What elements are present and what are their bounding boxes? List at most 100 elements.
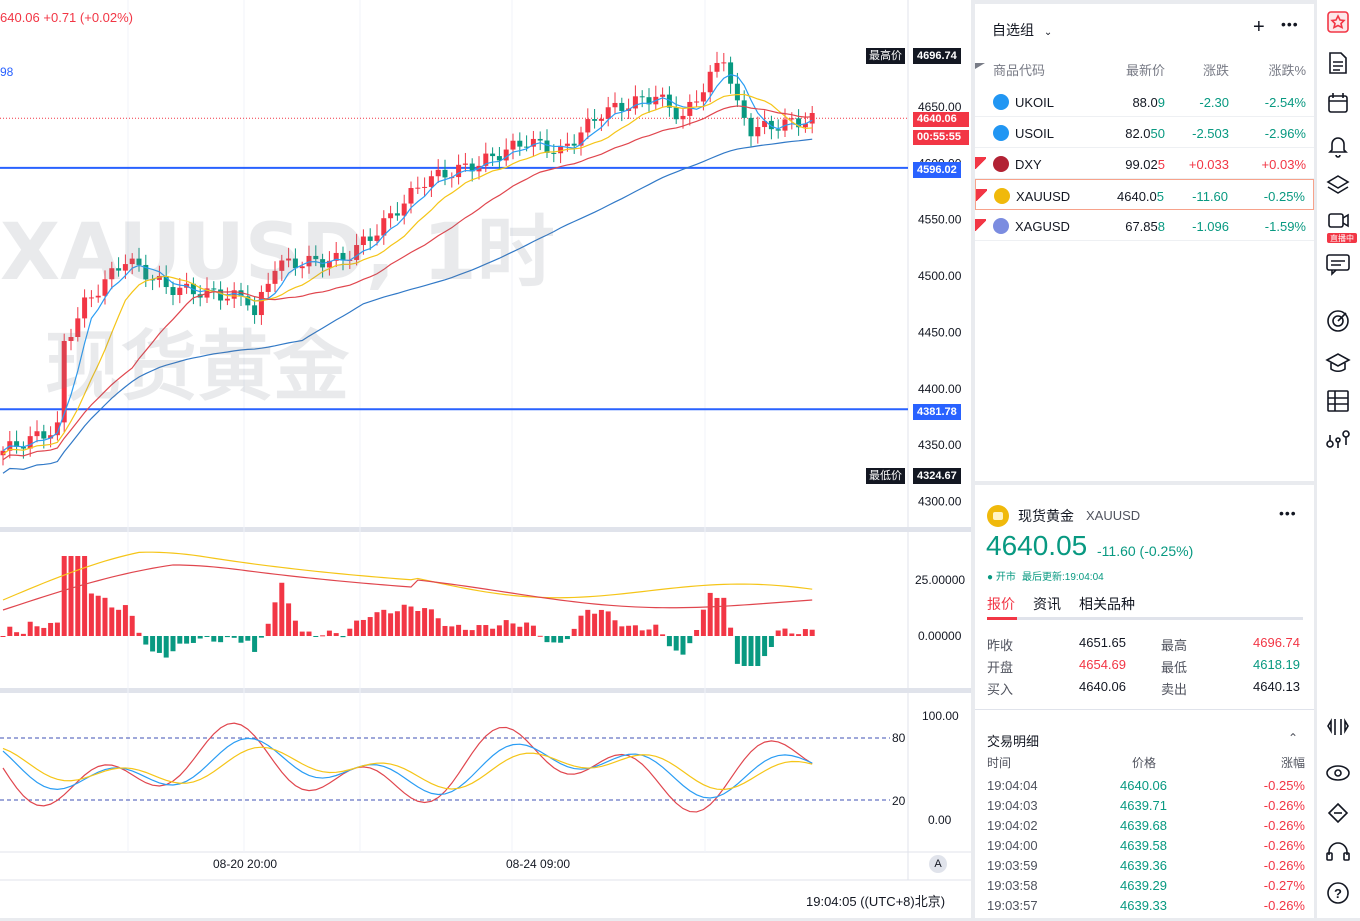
macd-bar [381,609,387,636]
candle [700,92,706,102]
data-window-icon[interactable] [1327,390,1349,412]
candle [517,140,523,147]
detail-more-icon[interactable]: ••• [1279,505,1297,521]
watchlist-row-usoil[interactable]: USOIL 82.050 -2.503 -2.96% [975,117,1314,148]
macd-bar [333,633,339,636]
flag-icon[interactable] [975,219,986,231]
macd-bar [258,636,264,638]
col-change[interactable]: 涨跌 [1202,63,1229,78]
macd-bar [156,636,162,653]
network-icon[interactable] [1326,430,1350,448]
help-icon[interactable] [1327,882,1349,904]
hline-lower-tag[interactable]: 4381.78 [913,404,961,420]
macd-bar [374,612,380,636]
stat-low-label: 最低 [1161,660,1188,675]
candle [578,132,584,146]
auto-scale-button[interactable]: A [929,855,947,873]
macd-bar [680,636,686,655]
alerts-icon[interactable] [1328,137,1348,158]
calendar-icon[interactable] [1328,93,1348,113]
clock[interactable]: 19:04:05 ((UTC+8)北京) [806,894,946,909]
watchlist-change: +0.033 [1188,157,1229,172]
live-icon[interactable] [1328,213,1349,228]
flag-icon[interactable] [976,189,987,201]
macd-bar [68,556,74,636]
trade-price: 4639.33 [1120,898,1167,913]
trade-pct: -0.25% [1263,778,1305,793]
chart-area[interactable]: 4650.004600.004550.004500.004450.004400.… [0,0,971,918]
last-tail: 9 [1157,95,1165,110]
plus-icon[interactable]: + [1253,16,1265,38]
candle [150,279,156,281]
ideas-icon[interactable] [1327,310,1349,332]
last-main: 4640.0 [1117,189,1157,204]
tab-quote[interactable]: 报价 [987,596,1015,612]
macd-bar [95,595,101,636]
candle [109,268,115,280]
candle [598,118,604,121]
macd-bar [585,609,591,636]
chevron-up-icon[interactable]: ⌃ [1288,731,1299,745]
watchlist-header: 商品代码 最新价 涨跌 涨跌% [975,60,1314,84]
watchlist-symbol: USOIL [1015,126,1055,141]
macd-bar [109,607,115,636]
macd-bar [354,620,360,636]
education-icon[interactable] [1325,353,1351,373]
notes-icon[interactable] [1329,52,1347,74]
macd-bar [150,636,156,652]
layers-icon[interactable] [1326,175,1350,194]
macd-bar [714,597,720,636]
watchlist-symbol: UKOIL [1015,95,1055,110]
watchlist-row-dxy[interactable]: DXY 99.025 +0.033 +0.03% [975,148,1314,179]
candle [728,62,734,84]
watchlist-row-ukoil[interactable]: UKOIL 88.09 -2.30 -2.54% [975,86,1314,117]
candle [68,337,74,341]
macd-bar [401,604,407,636]
drawing-icon[interactable] [1327,718,1349,735]
chart-canvas[interactable]: 4650.004600.004550.004500.004450.004400.… [0,0,971,918]
macd-bar [660,634,666,636]
tab-news[interactable]: 资讯 [1033,596,1061,612]
macd-bar [116,609,122,636]
macd-tick: 25.00000 [915,573,965,587]
support-icon[interactable] [1326,842,1350,861]
candle [313,255,319,260]
hline-upper-tag[interactable]: 4596.02 [913,162,961,178]
tab-related[interactable]: 相关品种 [1079,596,1135,612]
macd-bar [544,636,550,643]
col-change-pct[interactable]: 涨跌% [1268,63,1306,78]
macd-bar [20,633,26,636]
candle [231,290,237,299]
stoch-tick: 80 [892,731,906,745]
macd-bar [279,582,285,636]
watchlist-row-xauusd[interactable]: XAUUSD 4640.05 -11.60 -0.25% [975,179,1314,210]
hotlist-icon[interactable] [1326,765,1350,781]
candle [381,218,387,236]
candle [802,123,808,128]
watermark-name: 现货黄金 [45,322,349,411]
trade-time: 19:04:04 [987,778,1038,793]
trade-icon[interactable] [1327,802,1349,824]
trade-price: 4640.06 [1120,778,1167,793]
candle [163,275,169,288]
stat-ask-label: 卖出 [1161,682,1188,697]
macd-bar [605,611,611,636]
candle [116,268,122,271]
ma-mid [2,93,813,455]
macd-bar [88,593,94,636]
flag-icon[interactable] [975,157,986,169]
macd-bar [415,610,421,636]
watchlist-icon[interactable] [1327,11,1349,33]
chat-icon[interactable] [1326,254,1350,276]
col-last[interactable]: 最新价 [1125,63,1165,78]
time-tick: 08-24 09:00 [506,857,570,871]
right-toolbar: 直播中 ? [1317,0,1360,918]
watchlist-row-xagusd[interactable]: XAGUSD 67.858 -1.096 -1.59% [975,210,1314,241]
more-icon[interactable]: ••• [1281,16,1299,32]
last-tail: 50 [1150,126,1165,141]
watchlist-title[interactable]: 自选组 ⌄ [992,20,1052,40]
macd-bar [313,636,319,637]
macd-bar [231,636,237,638]
col-symbol[interactable]: 商品代码 [993,63,1046,78]
price-tick: 4500.00 [918,269,962,283]
